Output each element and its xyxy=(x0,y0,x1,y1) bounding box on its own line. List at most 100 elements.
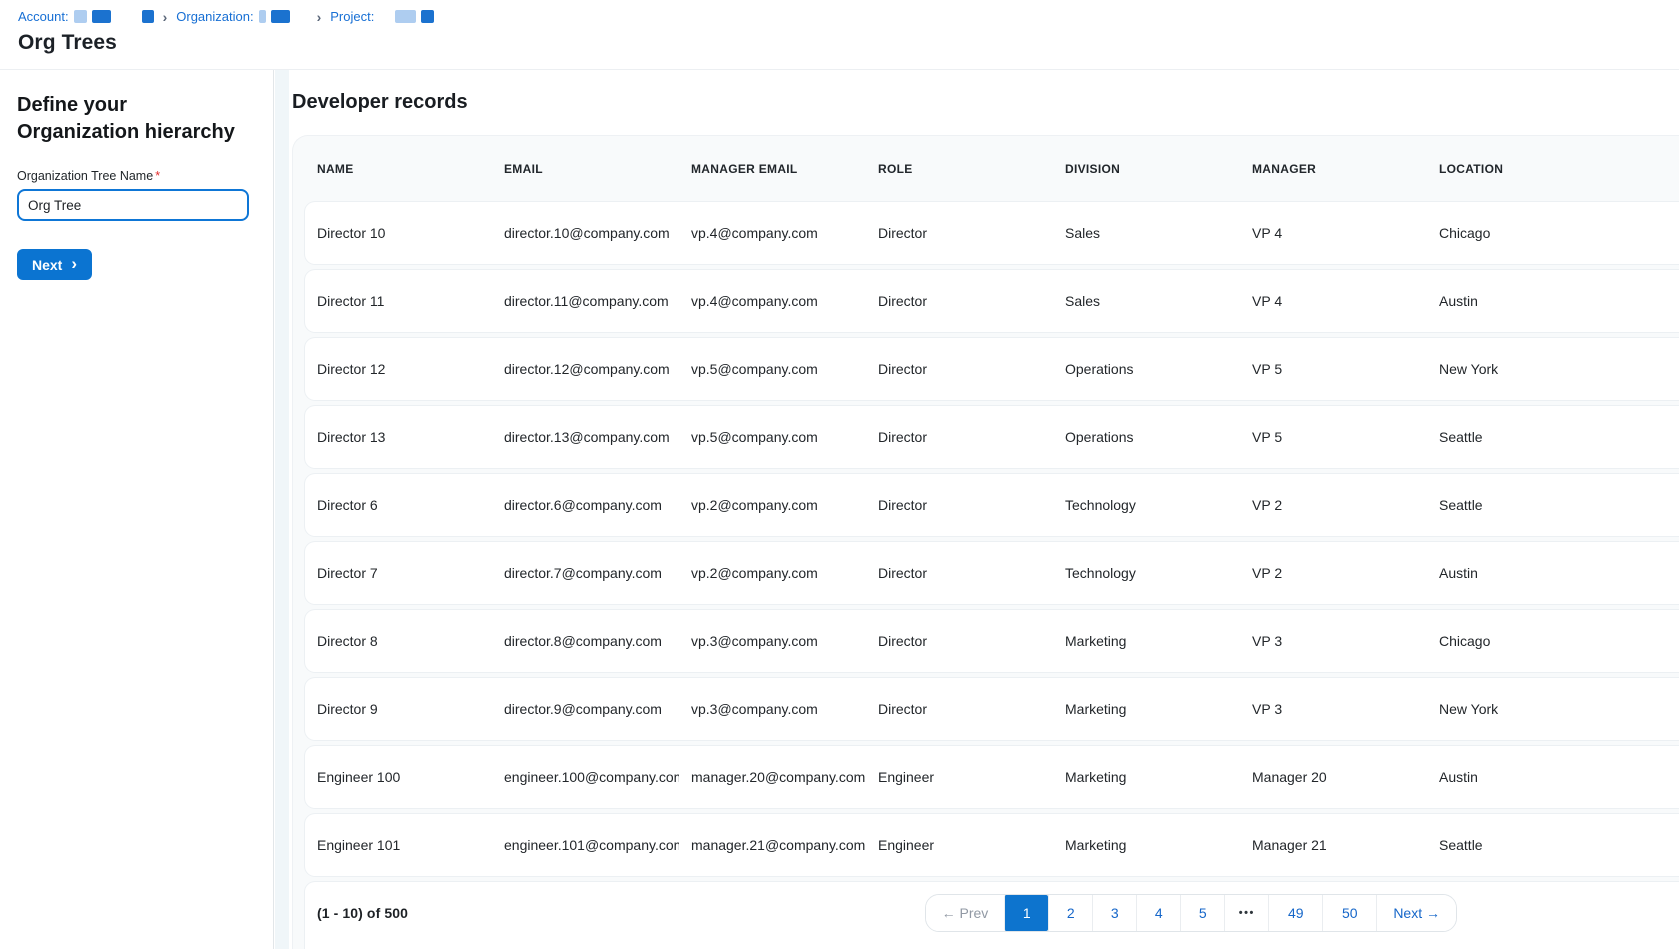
cell-email: engineer.101@company.com xyxy=(504,837,679,853)
table-row[interactable]: Director 9 director.9@company.com vp.3@com… xyxy=(305,678,1679,740)
cell-manager_email: vp.5@company.com xyxy=(691,361,818,377)
table-footer: (1 - 10) of 500 ← Prev 1 2 3 4 5 ••• 49 50 Next… xyxy=(305,882,1679,949)
breadcrumb: Account: › Organization: › Project: xyxy=(18,9,1679,24)
page-button-1[interactable]: 1 xyxy=(1004,895,1049,931)
next-page-button[interactable]: Next → xyxy=(1376,895,1456,931)
cell-name: Director 13 xyxy=(317,429,386,445)
cell-manager_email: vp.2@company.com xyxy=(691,497,818,513)
cell-role: Director xyxy=(878,293,928,309)
page-button-4[interactable]: 4 xyxy=(1136,895,1181,931)
column-header-manager_email: MANAGER EMAIL xyxy=(691,162,798,176)
table-row[interactable]: Director 10 director.10@company.com vp.4@c… xyxy=(305,202,1679,264)
table-row[interactable]: Director 6 director.6@company.com vp.2@com… xyxy=(305,474,1679,536)
table-row[interactable]: Engineer 100 engineer.100@company.com mana… xyxy=(305,746,1679,808)
next-button[interactable]: Next › xyxy=(17,249,93,280)
cell-email: director.13@company.com xyxy=(504,429,670,445)
pagination: ← Prev 1 2 3 4 5 ••• 49 50 Next → xyxy=(924,894,1457,932)
chevron-right-icon: › xyxy=(71,254,78,273)
cell-role: Engineer xyxy=(878,769,935,785)
column-header-location: LOCATION xyxy=(1439,162,1504,176)
table-row[interactable]: Director 8 director.8@company.com vp.3@com… xyxy=(305,610,1679,672)
cell-division: Operations xyxy=(1065,429,1134,445)
redacted-block xyxy=(91,10,111,23)
cell-location: Seattle xyxy=(1439,429,1483,445)
cell-manager: VP 4 xyxy=(1252,225,1283,241)
table-row[interactable]: Director 12 director.12@company.com vp.5@c… xyxy=(305,338,1679,400)
breadcrumb-organization-link[interactable]: Organization: xyxy=(176,9,290,24)
page-button-49[interactable]: 49 xyxy=(1268,895,1323,931)
page-header: Account: › Organization: › Project: Org … xyxy=(0,0,1679,70)
cell-location: Austin xyxy=(1439,769,1478,785)
redacted-block xyxy=(421,10,435,23)
page-button-3[interactable]: 3 xyxy=(1092,895,1137,931)
column-header-email: EMAIL xyxy=(504,162,543,176)
column-header-role: ROLE xyxy=(878,162,913,176)
cell-manager_email: vp.3@company.com xyxy=(691,701,818,717)
breadcrumb-account-label: Account: xyxy=(18,9,69,24)
cell-manager_email: manager.21@company.com xyxy=(691,837,866,853)
tree-name-label: Organization Tree Name * xyxy=(17,169,161,183)
cell-email: director.11@company.com xyxy=(504,293,669,309)
cell-division: Marketing xyxy=(1065,701,1127,717)
pagination-ellipsis[interactable]: ••• xyxy=(1224,895,1269,931)
cell-manager_email: vp.5@company.com xyxy=(691,429,818,445)
cell-role: Director xyxy=(878,565,928,581)
sidebar-heading: Define your Organization hierarchy xyxy=(17,94,235,143)
cell-location: Chicago xyxy=(1439,225,1491,241)
cell-email: director.10@company.com xyxy=(504,225,670,241)
cell-role: Engineer xyxy=(878,837,935,853)
cell-manager: Manager 20 xyxy=(1252,769,1327,785)
cell-name: Director 12 xyxy=(317,361,386,377)
cell-location: Chicago xyxy=(1439,633,1491,649)
cell-location: Austin xyxy=(1439,565,1478,581)
cell-division: Technology xyxy=(1065,497,1136,513)
sidebar: Define your Organization hierarchy Organ… xyxy=(0,70,274,949)
cell-email: director.8@company.com xyxy=(504,633,662,649)
breadcrumb-separator-icon: › xyxy=(316,8,322,25)
table-row[interactable]: Director 7 director.7@company.com vp.2@com… xyxy=(305,542,1679,604)
prev-page-button[interactable]: ← Prev xyxy=(925,895,1005,931)
cell-division: Operations xyxy=(1065,361,1134,377)
redacted-block xyxy=(141,10,154,23)
cell-location: New York xyxy=(1439,701,1499,717)
breadcrumb-account-link[interactable]: Account: xyxy=(18,9,111,24)
breadcrumb-project-link[interactable]: Project: xyxy=(330,9,435,24)
cell-manager: VP 5 xyxy=(1252,361,1283,377)
cell-division: Technology xyxy=(1065,565,1136,581)
cell-location: Seattle xyxy=(1439,497,1483,513)
redacted-block xyxy=(395,10,417,23)
page-button-50[interactable]: 50 xyxy=(1322,895,1377,931)
table-row[interactable]: Director 11 director.11@company.com vp.4@c… xyxy=(305,270,1679,332)
cell-division: Sales xyxy=(1065,293,1101,309)
cell-name: Director 9 xyxy=(317,701,378,717)
page-title: Org Trees xyxy=(18,31,117,54)
page-button-2[interactable]: 2 xyxy=(1048,895,1093,931)
cell-division: Sales xyxy=(1065,225,1101,241)
page-button-5[interactable]: 5 xyxy=(1180,895,1225,931)
table-row[interactable]: Director 13 director.13@company.com vp.5@c… xyxy=(305,406,1679,468)
required-marker: * xyxy=(155,169,161,183)
next-button-label: Next xyxy=(32,256,63,273)
cell-division: Marketing xyxy=(1065,633,1127,649)
cell-manager_email: manager.20@company.com xyxy=(691,769,866,785)
cell-location: Austin xyxy=(1439,293,1478,309)
cell-manager_email: vp.2@company.com xyxy=(691,565,818,581)
cell-role: Director xyxy=(878,361,928,377)
cell-name: Director 10 xyxy=(317,225,386,241)
tree-name-input[interactable] xyxy=(17,189,249,221)
cell-manager: VP 2 xyxy=(1252,497,1283,513)
cell-name: Director 8 xyxy=(317,633,378,649)
records-table-card: NAME EMAIL MANAGER EMAIL ROLE DIVISION MANAGE… xyxy=(292,135,1679,949)
cell-name: Director 7 xyxy=(317,565,378,581)
cell-email: director.9@company.com xyxy=(504,701,662,717)
table-row[interactable]: Engineer 101 engineer.101@company.com mana… xyxy=(305,814,1679,876)
cell-role: Director xyxy=(878,429,928,445)
pagination-range-text: (1 - 10) of 500 xyxy=(317,905,408,921)
cell-manager: Manager 21 xyxy=(1252,837,1327,853)
column-header-division: DIVISION xyxy=(1065,162,1121,176)
redacted-block xyxy=(258,10,266,23)
breadcrumb-separator-icon: › xyxy=(162,8,168,25)
table-body: Director 10 director.10@company.com vp.4@c… xyxy=(305,202,1679,876)
scrollbar-gutter[interactable] xyxy=(275,70,289,949)
column-header-manager: MANAGER xyxy=(1252,162,1317,176)
